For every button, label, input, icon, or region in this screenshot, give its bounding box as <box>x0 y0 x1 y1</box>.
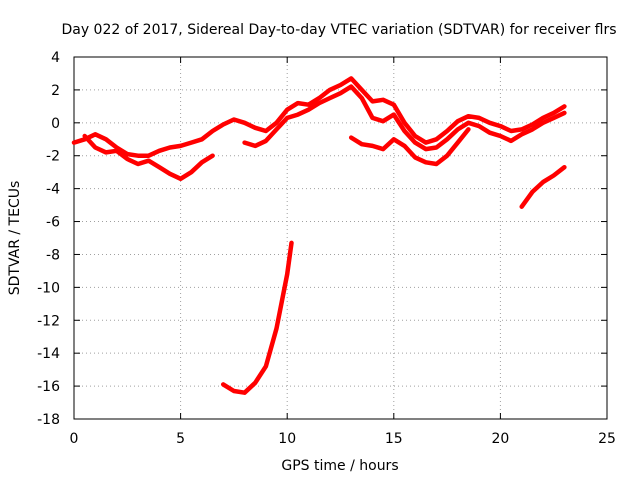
y-tick-label: -12 <box>37 313 60 329</box>
series-track-4 <box>348 127 471 167</box>
y-tick-labels: -18 -16 -14 -12 -10 -8 -6 -4 -2 0 2 4 <box>37 50 60 428</box>
y-tick-label: -10 <box>37 280 60 296</box>
x-tick-label: 25 <box>598 431 616 447</box>
series-track-2 <box>82 133 215 182</box>
x-tick-label: 5 <box>176 431 185 447</box>
x-tick-label: 0 <box>70 431 79 447</box>
y-tick-label: -18 <box>37 412 60 428</box>
series-track-5 <box>220 240 294 395</box>
x-tick-label: 10 <box>278 431 296 447</box>
y-tick-label: -2 <box>46 149 60 165</box>
x-tick-labels: 0 5 10 15 20 25 <box>70 431 616 447</box>
x-axis-label: GPS time / hours <box>281 458 398 474</box>
y-tick-label: -8 <box>46 247 60 263</box>
x-tick-label: 20 <box>491 431 509 447</box>
y-tick-label: -14 <box>37 346 60 362</box>
series-track-3 <box>242 84 567 152</box>
series-track-1 <box>71 76 567 158</box>
grid <box>74 57 607 419</box>
chart-title: Day 022 of 2017, Sidereal Day-to-day VTE… <box>61 22 616 38</box>
y-tick-label: 0 <box>51 116 60 132</box>
ticks <box>73 56 608 420</box>
y-tick-label: -16 <box>37 379 60 395</box>
x-tick-label: 15 <box>385 431 403 447</box>
series-group <box>71 76 567 395</box>
series-track-6 <box>519 164 567 209</box>
y-tick-label: 4 <box>51 50 60 66</box>
y-tick-label: 2 <box>51 83 60 99</box>
y-tick-label: -4 <box>46 182 60 198</box>
plot-frame <box>73 56 608 420</box>
y-tick-label: -6 <box>46 215 60 231</box>
y-axis-label: SDTVAR / TECUs <box>7 181 23 296</box>
